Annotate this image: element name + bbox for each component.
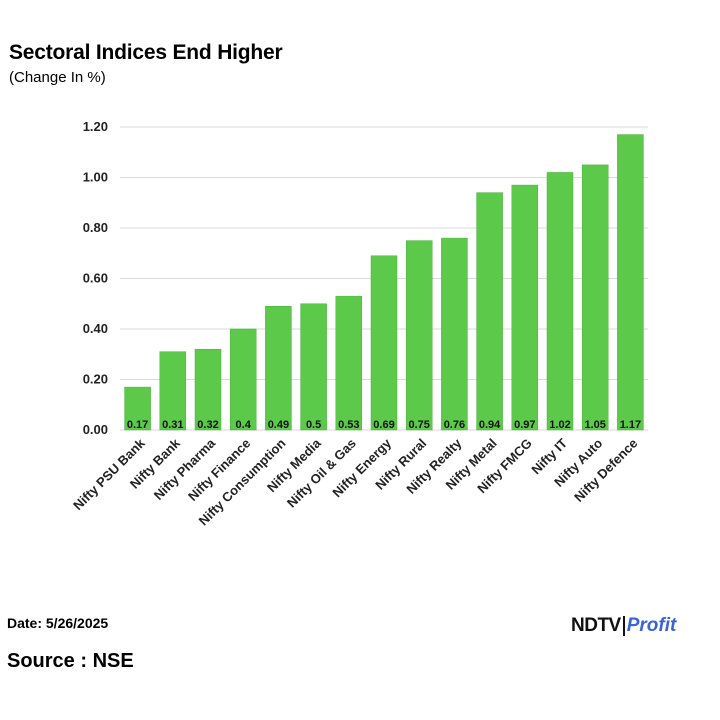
data-label: 0.4 bbox=[236, 419, 252, 431]
bar bbox=[194, 348, 222, 431]
data-label: 0.5 bbox=[306, 419, 321, 431]
y-tick-label: 0.60 bbox=[83, 271, 108, 286]
y-tick-label: 0.00 bbox=[83, 422, 108, 437]
data-label: 0.49 bbox=[268, 419, 289, 431]
logo-ndtv-text: NDTV bbox=[571, 615, 621, 636]
bar-chart: 0.00 0.20 0.40 0.60 0.80 1.00 1.20 0.17 0.31 0.3… bbox=[70, 119, 648, 528]
y-tick-label: 1.20 bbox=[83, 119, 108, 134]
chart-subtitle: (Change In %) bbox=[9, 69, 106, 86]
y-tick-label: 0.20 bbox=[83, 372, 108, 387]
bar bbox=[229, 328, 257, 431]
data-label: 0.75 bbox=[408, 419, 429, 431]
bar bbox=[476, 192, 503, 431]
logo-profit-text: Profit bbox=[626, 615, 677, 636]
bar bbox=[405, 240, 433, 431]
bar bbox=[546, 172, 574, 431]
bar bbox=[511, 184, 539, 431]
data-label: 0.17 bbox=[127, 419, 148, 431]
bar bbox=[617, 134, 644, 431]
chart-title: Sectoral Indices End Higher bbox=[9, 41, 283, 64]
bar bbox=[581, 164, 609, 431]
data-label: 0.94 bbox=[479, 419, 501, 431]
data-label: 1.02 bbox=[549, 419, 570, 431]
date-label: Date: 5/26/2025 bbox=[7, 615, 109, 631]
data-label: 0.97 bbox=[514, 419, 535, 431]
bar bbox=[300, 303, 327, 431]
data-label: 1.05 bbox=[584, 419, 605, 431]
y-axis-ticks: 0.00 0.20 0.40 0.60 0.80 1.00 1.20 bbox=[83, 119, 108, 437]
ndtv-profit-logo: NDTV Profit bbox=[571, 612, 676, 640]
data-label: 0.53 bbox=[338, 419, 359, 431]
y-tick-label: 0.40 bbox=[83, 321, 108, 336]
bar bbox=[265, 306, 292, 431]
data-label: 0.32 bbox=[197, 419, 218, 431]
bar bbox=[370, 255, 398, 431]
y-tick-label: 0.80 bbox=[83, 220, 108, 235]
bars bbox=[124, 134, 644, 431]
x-category-label: Nifty Defence bbox=[571, 436, 640, 505]
data-labels: 0.17 0.31 0.32 0.4 0.49 0.5 0.53 0.69 0.75 0.76 0.… bbox=[127, 419, 641, 431]
bar bbox=[441, 237, 468, 431]
data-label: 0.31 bbox=[162, 419, 183, 431]
bar bbox=[159, 351, 187, 431]
y-tick-label: 1.00 bbox=[83, 170, 108, 185]
data-label: 1.17 bbox=[620, 419, 641, 431]
bar bbox=[335, 295, 363, 431]
bar bbox=[124, 386, 151, 431]
source-label: Source : NSE bbox=[7, 650, 134, 672]
data-label: 0.76 bbox=[444, 419, 465, 431]
logo-divider bbox=[622, 616, 625, 636]
data-label: 0.69 bbox=[373, 419, 394, 431]
